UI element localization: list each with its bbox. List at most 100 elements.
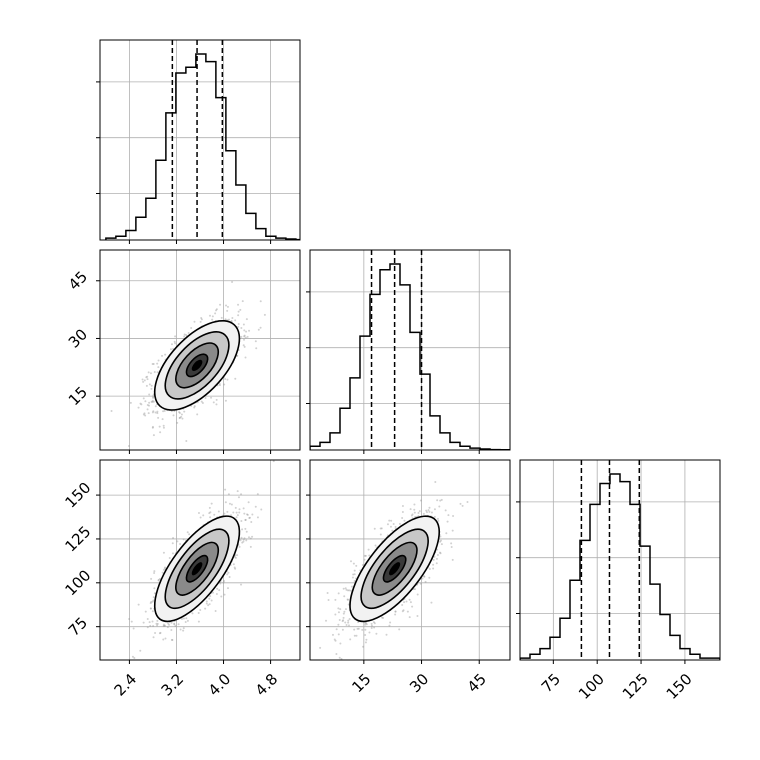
scatter-point	[418, 510, 421, 513]
scatter-point	[368, 554, 371, 557]
scatter-point	[161, 418, 164, 421]
scatter-point	[142, 413, 145, 416]
scatter-point	[445, 532, 448, 535]
scatter-point	[178, 416, 181, 419]
scatter-point	[439, 539, 442, 542]
scatter-point	[257, 328, 260, 331]
scatter-point	[218, 382, 221, 385]
y-tick-label: 45	[65, 268, 91, 294]
scatter-point	[235, 511, 238, 514]
scatter-point	[197, 620, 200, 623]
scatter-point	[435, 562, 438, 565]
scatter-point	[233, 566, 236, 569]
scatter-point	[183, 335, 186, 338]
scatter-point	[364, 621, 367, 624]
scatter-point	[361, 628, 364, 631]
scatter-point	[237, 322, 240, 325]
scatter-point	[459, 502, 462, 505]
scatter-point	[438, 505, 441, 508]
scatter-point	[226, 573, 229, 576]
scatter-point	[157, 579, 160, 582]
scatter-point	[209, 511, 212, 514]
scatter-point	[439, 551, 442, 554]
scatter-point	[416, 614, 419, 617]
scatter-point	[164, 353, 167, 356]
scatter-point	[246, 513, 249, 516]
scatter-point	[373, 626, 376, 629]
scatter-point	[436, 517, 439, 520]
scatter-point	[210, 599, 213, 602]
scatter-point	[149, 607, 152, 610]
scatter-point	[362, 645, 365, 648]
scatter-point	[215, 309, 218, 312]
scatter-point	[238, 508, 241, 511]
scatter-point	[199, 320, 202, 323]
scatter-point	[364, 628, 367, 631]
scatter-point	[411, 513, 414, 516]
scatter-point	[174, 624, 177, 627]
scatter-point	[402, 609, 405, 612]
scatter-point	[146, 378, 149, 381]
scatter-point	[193, 405, 196, 408]
scatter-point	[364, 633, 367, 636]
scatter-point	[178, 416, 181, 419]
scatter-point	[152, 410, 155, 413]
density-panel-2	[99, 459, 301, 661]
scatter-point	[152, 363, 155, 366]
scatter-point	[208, 597, 211, 600]
scatter-point	[148, 404, 151, 407]
scatter-point	[178, 412, 181, 415]
scatter-point	[202, 514, 205, 517]
scatter-point	[184, 621, 187, 624]
scatter-point	[240, 536, 243, 539]
scatter-point	[170, 621, 173, 624]
hist-panel-2	[306, 249, 511, 451]
x-tick-label: 3.2	[158, 670, 188, 700]
scatter-point	[388, 624, 391, 627]
scatter-point	[169, 348, 172, 351]
scatter-point	[183, 410, 186, 413]
scatter-point	[440, 498, 443, 501]
scatter-point	[161, 354, 164, 357]
scatter-point	[432, 567, 435, 570]
scatter-point	[417, 511, 420, 514]
scatter-point	[349, 560, 352, 563]
scatter-point	[220, 316, 223, 319]
scatter-point	[210, 502, 213, 505]
scatter-point	[413, 588, 416, 591]
scatter-point	[156, 624, 159, 627]
scatter-point	[143, 412, 146, 415]
scatter-point	[434, 480, 437, 483]
scatter-point	[164, 637, 167, 640]
scatter-point	[197, 612, 200, 615]
scatter-point	[251, 535, 254, 538]
scatter-point	[158, 425, 161, 428]
scatter-point	[356, 627, 359, 630]
scatter-point	[110, 410, 113, 413]
scatter-point	[147, 412, 150, 415]
scatter-point	[345, 624, 348, 627]
scatter-point	[224, 378, 227, 381]
scatter-point	[370, 626, 373, 629]
scatter-point	[237, 325, 240, 328]
scatter-point	[247, 536, 250, 539]
x-tick-label: 2.4	[111, 670, 141, 700]
scatter-point	[245, 530, 248, 533]
scatter-point	[197, 512, 200, 515]
scatter-point	[158, 577, 161, 580]
scatter-point	[410, 514, 413, 517]
scatter-point	[218, 589, 221, 592]
scatter-point	[190, 326, 193, 329]
scatter-point	[171, 639, 174, 642]
scatter-point	[127, 445, 130, 448]
scatter-point	[466, 501, 469, 504]
scatter-point	[433, 515, 436, 518]
scatter-point	[450, 542, 453, 545]
scatter-point	[152, 599, 155, 602]
scatter-point	[181, 417, 184, 420]
scatter-point	[193, 320, 196, 323]
scatter-point	[428, 510, 431, 513]
scatter-point	[171, 542, 174, 545]
scatter-point	[346, 589, 349, 592]
scatter-point	[245, 539, 248, 542]
